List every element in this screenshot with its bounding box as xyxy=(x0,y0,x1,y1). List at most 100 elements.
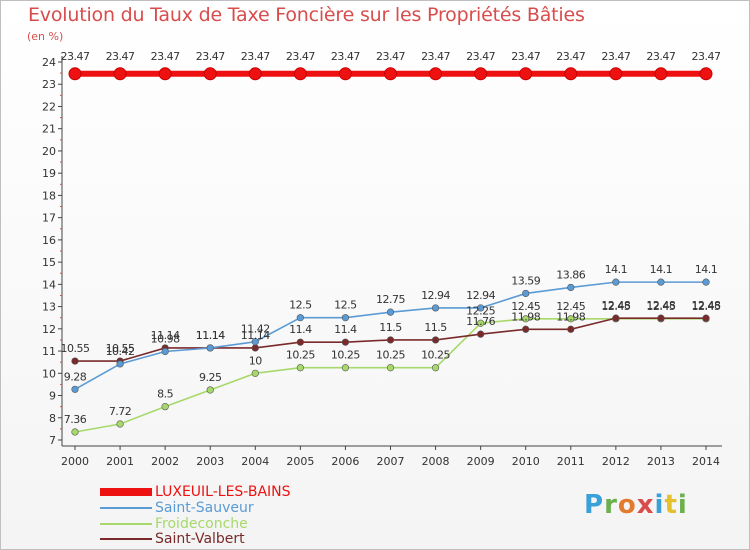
legend-label-froideconche: Froideconche xyxy=(155,516,248,532)
data-point xyxy=(71,357,79,365)
data-label: 11.76 xyxy=(466,315,495,328)
data-label: 23.47 xyxy=(331,50,360,63)
data-point xyxy=(341,314,350,322)
x-tick-label: 2002 xyxy=(151,455,179,468)
data-label: 23.47 xyxy=(692,50,721,63)
y-tick-label: 19 xyxy=(42,167,56,180)
x-tick-label: 2008 xyxy=(422,455,450,468)
data-label: 12.94 xyxy=(466,289,495,302)
data-label: 12.5 xyxy=(289,299,312,312)
data-point xyxy=(431,364,440,372)
data-point xyxy=(68,67,82,81)
data-point xyxy=(702,278,710,286)
x-tick-label: 2004 xyxy=(241,455,269,468)
data-point xyxy=(384,67,397,81)
y-tick-label: 14 xyxy=(42,278,56,291)
logo-letter: P xyxy=(584,490,605,520)
x-tick-label: 2014 xyxy=(692,455,720,468)
data-point xyxy=(251,338,259,346)
data-point xyxy=(519,67,533,81)
data-point xyxy=(296,338,304,346)
unit-label: (en %) xyxy=(27,30,64,43)
data-label: 23.47 xyxy=(61,50,90,63)
data-label: 10.55 xyxy=(106,342,135,355)
x-tick-label: 2013 xyxy=(647,455,675,468)
x-tick-label: 2011 xyxy=(557,455,585,468)
data-label: 11.14 xyxy=(196,329,225,342)
data-label: 11.5 xyxy=(379,321,402,334)
x-tick-label: 2009 xyxy=(467,455,495,468)
data-label: 10.25 xyxy=(376,349,405,362)
data-point xyxy=(71,385,79,393)
legend-label-saint-valbert: Saint-Valbert xyxy=(155,531,245,547)
data-label: 12.75 xyxy=(376,293,405,306)
data-point xyxy=(522,325,530,333)
data-point xyxy=(338,67,352,81)
data-point xyxy=(116,420,124,428)
data-label: 11.98 xyxy=(556,310,585,323)
data-label: 23.47 xyxy=(646,50,675,63)
data-point xyxy=(564,67,578,81)
legend-swatch-froideconche xyxy=(100,523,152,525)
data-point xyxy=(612,314,620,322)
data-label: 9.28 xyxy=(64,370,87,383)
data-point xyxy=(71,428,79,436)
data-label: 11.42 xyxy=(241,323,270,336)
logo-letter: o xyxy=(617,490,637,520)
data-label: 10 xyxy=(249,354,262,367)
data-label: 12.45 xyxy=(511,300,540,313)
data-label: 12.45 xyxy=(556,300,585,313)
data-point xyxy=(609,67,623,81)
data-label: 7.36 xyxy=(64,413,87,426)
legend-swatch-saint-sauveur xyxy=(100,507,152,509)
legend-swatch-luxeuil xyxy=(100,488,152,496)
y-tick-label: 11 xyxy=(42,345,56,358)
data-label: 11.98 xyxy=(511,310,540,323)
data-point xyxy=(158,67,172,81)
data-point xyxy=(113,67,127,81)
legend-swatch-saint-valbert xyxy=(100,538,152,540)
data-point xyxy=(386,336,395,344)
data-point xyxy=(296,364,304,372)
data-label: 13.59 xyxy=(511,274,540,287)
y-tick-label: 9 xyxy=(49,390,56,403)
x-tick-label: 2007 xyxy=(377,455,405,468)
data-point xyxy=(477,319,485,327)
data-label: 8.5 xyxy=(157,388,173,401)
data-label: 11.14 xyxy=(196,329,225,342)
data-point xyxy=(248,67,262,81)
y-tick-label: 21 xyxy=(42,123,56,136)
data-point xyxy=(654,67,668,81)
data-point xyxy=(116,360,124,368)
data-point xyxy=(612,278,620,286)
data-label: 12.94 xyxy=(421,289,450,302)
data-point xyxy=(657,314,665,322)
y-tick-label: 23 xyxy=(42,78,56,91)
data-label: 23.47 xyxy=(466,50,495,63)
y-tick-label: 15 xyxy=(42,256,56,269)
y-tick-label: 24 xyxy=(42,56,56,69)
data-label: 14.1 xyxy=(650,263,673,276)
chart-title: Evolution du Taux de Taxe Foncière sur l… xyxy=(28,4,585,26)
data-label: 11.14 xyxy=(151,329,180,342)
y-tick-label: 18 xyxy=(42,189,56,202)
data-point xyxy=(206,386,214,394)
legend-label-luxeuil: LUXEUIL-LES-BAINS xyxy=(155,484,291,500)
x-tick-label: 2001 xyxy=(106,455,134,468)
y-tick-label: 20 xyxy=(42,145,56,158)
logo-letter: t xyxy=(664,490,678,520)
x-tick-label: 2000 xyxy=(61,455,89,468)
data-label: 23.47 xyxy=(376,50,405,63)
x-tick-label: 2010 xyxy=(512,455,540,468)
proxiti-logo: Proxiti xyxy=(584,490,688,520)
data-label: 11.14 xyxy=(241,329,270,342)
data-label: 23.47 xyxy=(511,50,540,63)
data-label: 10.98 xyxy=(151,333,180,346)
x-tick-label: 2006 xyxy=(331,455,359,468)
data-label: 23.47 xyxy=(106,50,135,63)
data-point xyxy=(161,403,169,411)
data-point xyxy=(161,347,169,356)
x-tick-label: 2005 xyxy=(286,455,314,468)
y-tick-label: 7 xyxy=(49,434,56,447)
data-point xyxy=(567,325,575,333)
